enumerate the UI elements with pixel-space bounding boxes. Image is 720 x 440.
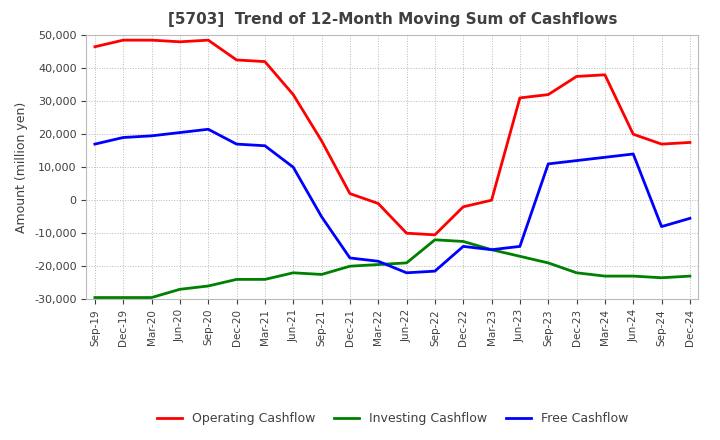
Free Cashflow bbox=[685, 216, 694, 221]
Title: [5703]  Trend of 12-Month Moving Sum of Cashflows: [5703] Trend of 12-Month Moving Sum of C… bbox=[168, 12, 617, 27]
Free Cashflow bbox=[544, 161, 552, 166]
Free Cashflow bbox=[204, 127, 212, 132]
Operating Cashflow bbox=[374, 201, 382, 206]
Free Cashflow bbox=[459, 244, 467, 249]
Free Cashflow bbox=[629, 151, 637, 157]
Legend: Operating Cashflow, Investing Cashflow, Free Cashflow: Operating Cashflow, Investing Cashflow, … bbox=[152, 407, 633, 430]
Investing Cashflow bbox=[657, 275, 666, 280]
Free Cashflow bbox=[148, 133, 156, 139]
Investing Cashflow bbox=[119, 295, 127, 300]
Investing Cashflow bbox=[318, 272, 326, 277]
Operating Cashflow bbox=[91, 44, 99, 49]
Investing Cashflow bbox=[346, 264, 354, 269]
Investing Cashflow bbox=[402, 260, 411, 266]
Free Cashflow bbox=[119, 135, 127, 140]
Investing Cashflow bbox=[374, 262, 382, 267]
Free Cashflow bbox=[233, 141, 241, 147]
Investing Cashflow bbox=[233, 277, 241, 282]
Line: Operating Cashflow: Operating Cashflow bbox=[95, 40, 690, 235]
Investing Cashflow bbox=[685, 274, 694, 279]
Free Cashflow bbox=[318, 214, 326, 220]
Investing Cashflow bbox=[431, 237, 439, 242]
Investing Cashflow bbox=[176, 287, 184, 292]
Operating Cashflow bbox=[318, 138, 326, 143]
Operating Cashflow bbox=[572, 74, 581, 79]
Investing Cashflow bbox=[91, 295, 99, 300]
Operating Cashflow bbox=[657, 141, 666, 147]
Operating Cashflow bbox=[204, 37, 212, 43]
Free Cashflow bbox=[516, 244, 524, 249]
Investing Cashflow bbox=[148, 295, 156, 300]
Operating Cashflow bbox=[516, 95, 524, 100]
Operating Cashflow bbox=[629, 132, 637, 137]
Operating Cashflow bbox=[459, 204, 467, 209]
Free Cashflow bbox=[176, 130, 184, 135]
Operating Cashflow bbox=[119, 37, 127, 43]
Investing Cashflow bbox=[572, 270, 581, 275]
Operating Cashflow bbox=[402, 231, 411, 236]
Operating Cashflow bbox=[289, 92, 297, 97]
Operating Cashflow bbox=[176, 39, 184, 44]
Investing Cashflow bbox=[544, 260, 552, 266]
Free Cashflow bbox=[261, 143, 269, 148]
Investing Cashflow bbox=[629, 274, 637, 279]
Free Cashflow bbox=[572, 158, 581, 163]
Investing Cashflow bbox=[204, 283, 212, 289]
Free Cashflow bbox=[346, 255, 354, 260]
Free Cashflow bbox=[402, 270, 411, 275]
Operating Cashflow bbox=[685, 140, 694, 145]
Operating Cashflow bbox=[261, 59, 269, 64]
Free Cashflow bbox=[374, 259, 382, 264]
Investing Cashflow bbox=[459, 239, 467, 244]
Free Cashflow bbox=[91, 141, 99, 147]
Operating Cashflow bbox=[487, 198, 496, 203]
Free Cashflow bbox=[600, 154, 609, 160]
Operating Cashflow bbox=[600, 72, 609, 77]
Investing Cashflow bbox=[600, 274, 609, 279]
Investing Cashflow bbox=[289, 270, 297, 275]
Free Cashflow bbox=[289, 165, 297, 170]
Operating Cashflow bbox=[544, 92, 552, 97]
Operating Cashflow bbox=[233, 57, 241, 62]
Operating Cashflow bbox=[346, 191, 354, 196]
Operating Cashflow bbox=[431, 232, 439, 238]
Investing Cashflow bbox=[261, 277, 269, 282]
Free Cashflow bbox=[431, 268, 439, 274]
Free Cashflow bbox=[487, 247, 496, 253]
Investing Cashflow bbox=[516, 253, 524, 259]
Line: Free Cashflow: Free Cashflow bbox=[95, 129, 690, 273]
Y-axis label: Amount (million yen): Amount (million yen) bbox=[16, 102, 29, 233]
Free Cashflow bbox=[657, 224, 666, 229]
Operating Cashflow bbox=[148, 37, 156, 43]
Line: Investing Cashflow: Investing Cashflow bbox=[95, 240, 690, 297]
Investing Cashflow bbox=[487, 247, 496, 253]
